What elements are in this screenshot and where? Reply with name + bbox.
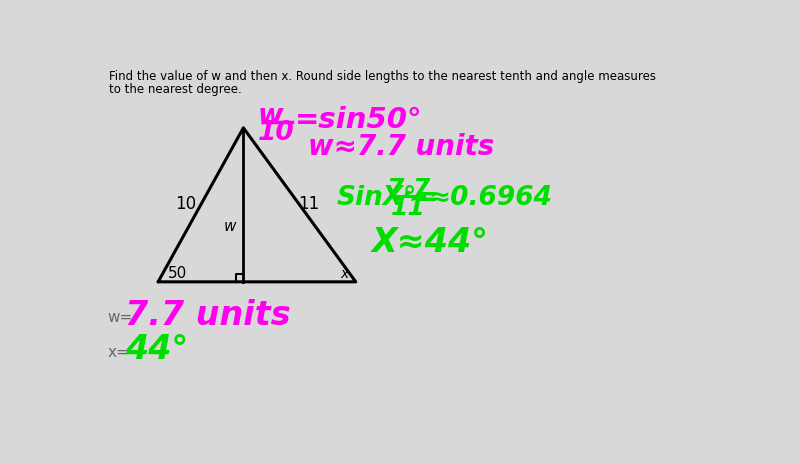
Text: 10: 10 — [174, 195, 196, 213]
Text: SinX°=: SinX°= — [336, 185, 439, 211]
Text: Find the value of w and then x. Round side lengths to the nearest tenth and angl: Find the value of w and then x. Round si… — [110, 69, 656, 82]
Text: X≈44°: X≈44° — [371, 225, 488, 258]
Text: ≈0.6964: ≈0.6964 — [429, 185, 553, 211]
Text: w: w — [258, 101, 283, 130]
Text: 7.7: 7.7 — [386, 176, 430, 200]
Text: w: w — [224, 219, 237, 234]
Text: w=: w= — [108, 309, 133, 324]
Text: x=: x= — [108, 344, 130, 359]
Text: to the nearest degree.: to the nearest degree. — [110, 82, 242, 95]
Text: =sin50°: =sin50° — [295, 106, 423, 134]
Text: 50: 50 — [168, 265, 187, 281]
Text: w≈7.7 units: w≈7.7 units — [308, 132, 494, 160]
Text: 11: 11 — [391, 196, 426, 219]
Text: x: x — [340, 266, 348, 280]
Text: 10: 10 — [258, 120, 295, 146]
Text: 7.7 units: 7.7 units — [125, 298, 290, 331]
Text: 44°: 44° — [125, 332, 188, 365]
Text: 11: 11 — [298, 195, 320, 213]
